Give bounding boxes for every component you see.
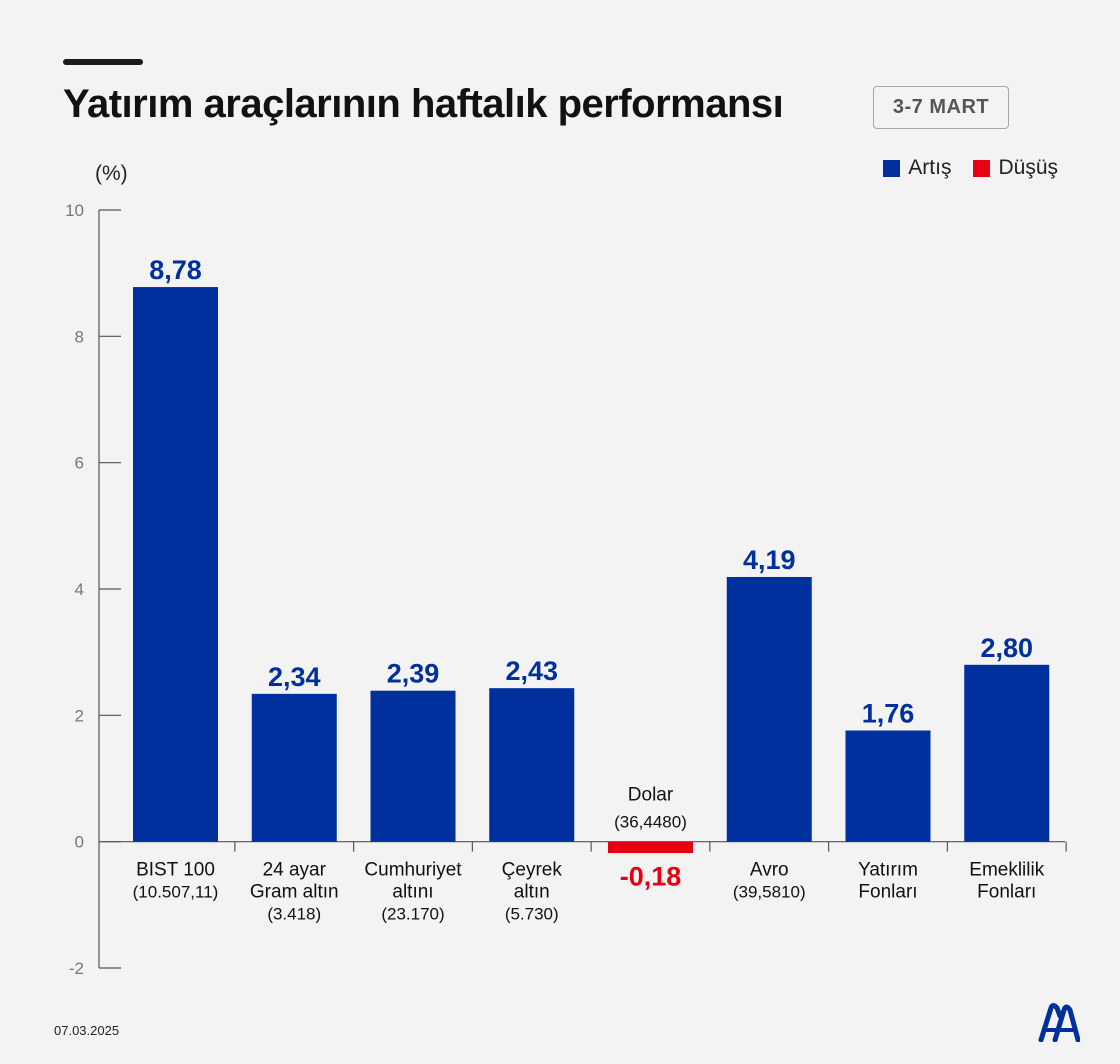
bar (251, 693, 337, 842)
date-range-badge: 3-7 MART (873, 86, 1009, 129)
x-category-label: Fonları (977, 882, 1036, 903)
legend-item-increase: Artış (883, 156, 951, 180)
y-axis-unit-label: (%) (95, 162, 128, 185)
data-label: 8,78 (149, 255, 202, 285)
x-category-label: BIST 100 (136, 860, 215, 881)
x-category-label: Çeyrek (502, 860, 563, 881)
chart-legend: Artış Düşüş (883, 156, 1058, 180)
bar (845, 730, 931, 842)
y-tick-label: -2 (69, 959, 84, 978)
x-category-label: (3.418) (267, 905, 321, 924)
bar (608, 841, 693, 854)
legend-item-decrease: Düşüş (973, 156, 1058, 180)
x-category-label: Avro (750, 860, 789, 881)
data-label: 2,39 (387, 659, 440, 689)
legend-swatch-decrease (973, 159, 991, 177)
x-category-label: Cumhuriyet (364, 860, 462, 881)
x-category-label: altını (392, 882, 433, 903)
x-category-label: (10.507,11) (133, 883, 219, 902)
data-label: -0,18 (620, 862, 682, 892)
y-tick-label: 4 (75, 580, 84, 599)
x-category-label: Gram altın (250, 882, 339, 903)
bar (370, 690, 456, 842)
page-title: Yatırım araçlarının haftalık performansı (63, 82, 784, 126)
y-tick-label: 6 (75, 454, 84, 473)
data-label: 4,19 (743, 545, 796, 575)
legend-label-decrease: Düşüş (998, 156, 1058, 179)
y-tick-label: 8 (75, 327, 84, 346)
x-category-label: (39,5810) (733, 883, 806, 902)
y-tick-label: 0 (75, 833, 84, 852)
aa-logo-icon (1038, 1003, 1080, 1042)
x-category-label: altın (514, 882, 550, 903)
x-category-label: (5.730) (505, 905, 559, 924)
footer-date: 07.03.2025 (54, 1023, 120, 1038)
legend-swatch-increase (883, 159, 901, 177)
x-category-label: Fonları (858, 882, 917, 903)
data-label: 2,80 (980, 633, 1033, 663)
legend-label-increase: Artış (908, 156, 952, 179)
y-tick-label: 10 (65, 201, 84, 220)
data-label: 2,34 (268, 662, 321, 692)
x-category-label: Yatırım (858, 860, 918, 881)
bar (489, 688, 575, 842)
x-category-label: (23.170) (381, 905, 444, 924)
title-accent-line (63, 59, 143, 65)
x-category-label: (36,4480) (614, 813, 687, 832)
data-label: 2,43 (505, 656, 558, 686)
bar (726, 576, 812, 842)
bar (133, 287, 218, 842)
x-category-label: 24 ayar (263, 860, 327, 881)
data-label: 1,76 (862, 698, 915, 728)
y-tick-label: 2 (75, 706, 84, 725)
x-category-label: Emeklilik (969, 860, 1044, 881)
x-category-label: Dolar (628, 785, 674, 806)
bar (964, 664, 1050, 842)
